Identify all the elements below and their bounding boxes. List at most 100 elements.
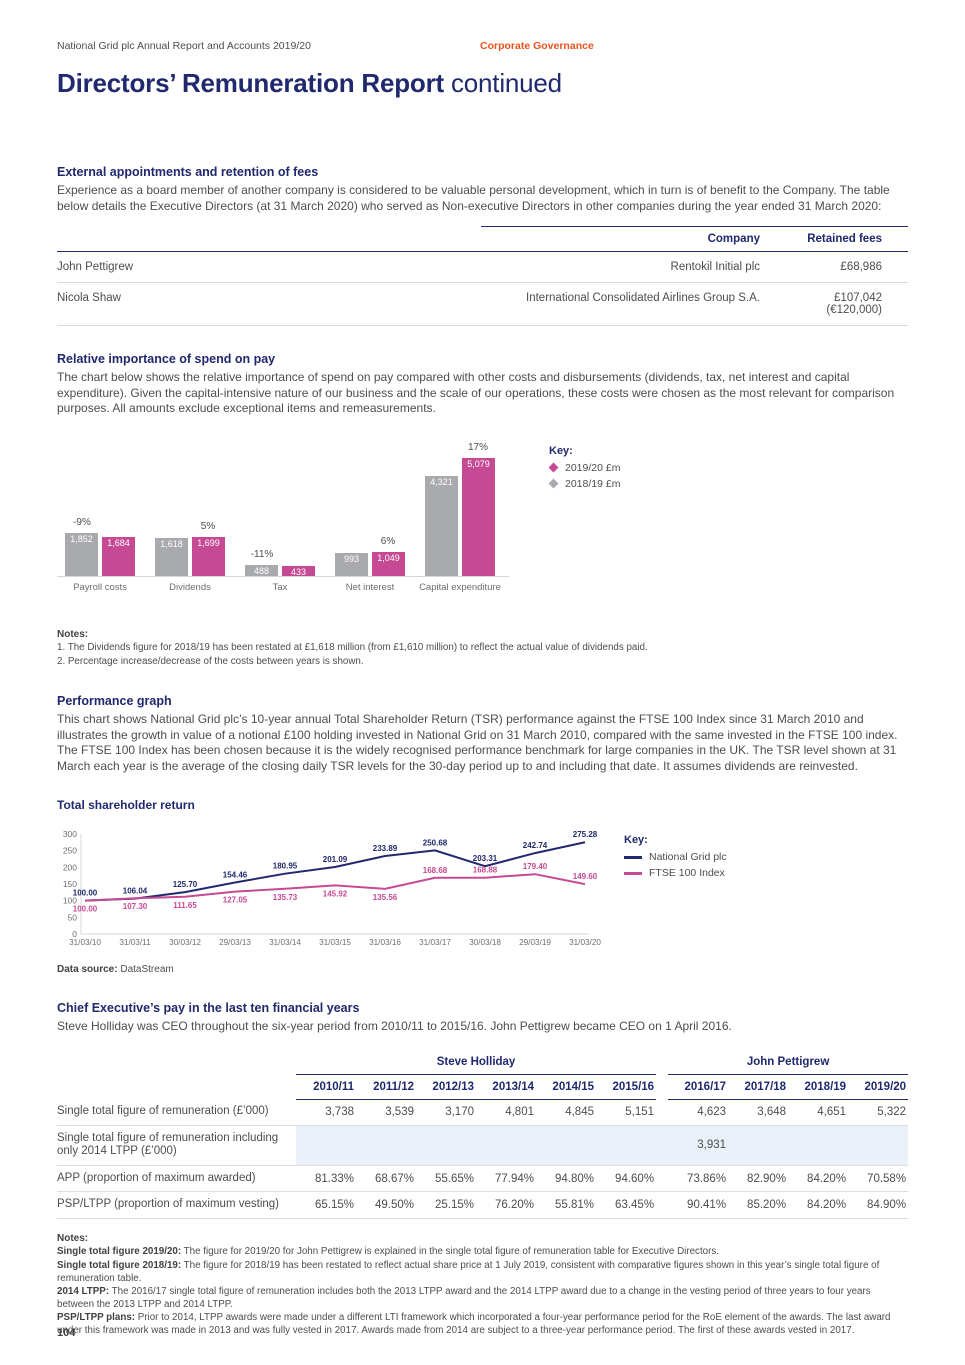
page-header: National Grid plc Annual Report and Acco… (57, 40, 908, 54)
bar-value-label: 1,684 (107, 537, 130, 548)
group-gap (656, 1051, 668, 1075)
section-heading: Chief Executive’s pay in the last ten fi… (57, 1001, 360, 1016)
bar-2019-20: 5,079 (462, 457, 495, 576)
group-gap (656, 1074, 668, 1099)
notes-heading: Notes: (57, 1232, 89, 1244)
key-label: FTSE 100 Index (649, 867, 725, 880)
x-tick-label: 31/03/17 (419, 938, 451, 947)
point-value-label: 233.89 (373, 844, 398, 853)
year-header: 2012/13 (416, 1074, 476, 1100)
page-number: 104 (57, 1327, 76, 1339)
page-title-bold: Directors’ Remuneration Report (57, 68, 444, 98)
section-tab-label: Corporate Governance (480, 40, 594, 52)
key-title: Key: (549, 444, 573, 457)
note: 2. Percentage increase/decrease of the c… (57, 655, 364, 667)
pct-change-label: 17% (467, 441, 489, 453)
point-value-label: 127.05 (223, 896, 248, 905)
section-external-appointments: External appointments and retention of f… (57, 165, 908, 326)
y-tick-label: 300 (63, 829, 77, 839)
x-tick-label: 29/03/13 (219, 938, 251, 947)
retained-fees-value: £107,042 (€120,000) (760, 282, 908, 326)
value-cell: 70.58% (848, 1165, 909, 1193)
point-value-label: 203.31 (473, 855, 498, 864)
table-row: Single total figure of remuneration (£’0… (57, 1099, 909, 1126)
y-tick-label: 50 (68, 913, 78, 923)
value-cell: 4,801 (476, 1099, 536, 1126)
bar-group: 17% 4,321 5,079 Capital expenditure (419, 442, 501, 593)
category-label: Net interest (345, 581, 395, 593)
note-text: Prior to 2014, LTPP awards were made und… (57, 1312, 891, 1336)
pct-change-label: -9% (73, 516, 91, 528)
table-header-row: Company Retained fees (57, 226, 908, 252)
column-header-company: Company (481, 226, 760, 252)
bar-group: 5% 1,618 1,699 Dividends (155, 458, 225, 593)
value-cell: 55.65% (416, 1165, 476, 1193)
table-row: John Pettigrew Rentokil Initial plc £68,… (57, 251, 908, 283)
x-tick-label: 31/03/14 (269, 938, 301, 947)
point-value-label: 242.74 (523, 841, 548, 850)
group-gap (656, 1099, 669, 1126)
bar-2018-19: 1,618 (155, 537, 188, 576)
point-value-label: 250.68 (423, 839, 448, 848)
point-value-label: 145.92 (323, 890, 348, 899)
pct-change-label: -11% (250, 548, 274, 560)
y-tick-label: 0 (72, 929, 77, 939)
year-header: 2016/17 (668, 1074, 729, 1100)
spend-chart-notes: Notes: 1. The Dividends figure for 2018/… (57, 629, 908, 669)
point-value-label: 135.73 (273, 893, 298, 902)
value-cell: 4,623 (668, 1099, 729, 1126)
value-cell: 84.20% (788, 1191, 849, 1219)
empty-cell (57, 1051, 296, 1075)
value-cell (296, 1125, 356, 1166)
value-cell: 3,539 (356, 1099, 416, 1126)
value-cell: 84.90% (848, 1191, 909, 1219)
page-title-continued: continued (450, 68, 562, 98)
bar-2019-20: 1,049 (372, 551, 405, 576)
bar-2018-19: 993 (335, 552, 368, 576)
section-body: The chart below shows the relative impor… (57, 370, 895, 415)
bar-2019-20: 1,684 (102, 536, 135, 576)
value-cell (728, 1125, 789, 1166)
value-cell (356, 1125, 416, 1166)
section-spend-on-pay: Relative importance of spend on pay The … (57, 352, 908, 668)
bar-chart-plot-area: -9% 1,852 1,684 Payroll costs 5% 1,618 1,699 Di… (57, 437, 509, 593)
point-value-label: 275.28 (573, 831, 598, 840)
x-tick-label: 30/03/12 (169, 938, 201, 947)
point-value-label: 111.65 (173, 901, 197, 910)
point-value-label: 154.46 (223, 871, 248, 880)
x-tick-label: 31/03/11 (119, 938, 151, 947)
notes-list: Single total figure 2019/20: The figure … (57, 1246, 908, 1337)
bar-group: -11% 488 433 Tax (245, 458, 315, 593)
point-value-label: 107.30 (123, 903, 148, 912)
note: 2014 LTPP: The 2016/17 single total figu… (57, 1286, 908, 1311)
value-cell: 25.15% (416, 1191, 476, 1219)
value-cell (476, 1125, 536, 1166)
empty-header-cell (57, 226, 481, 252)
year-header: 2019/20 (848, 1074, 909, 1100)
y-tick-label: 250 (63, 846, 77, 856)
notes-list: 1. The Dividends figure for 2018/19 has … (57, 642, 908, 668)
note: PSP/LTPP plans: Prior to 2014, LTPP awar… (57, 1312, 908, 1337)
value-cell: 5,151 (596, 1099, 657, 1126)
bar-chart-key: Key: 2019/20 £m 2018/19 £m (548, 444, 620, 490)
row-label: Single total figure of remuneration incl… (57, 1125, 296, 1166)
x-tick-label: 30/03/18 (469, 938, 501, 947)
empty-cell (57, 1074, 296, 1099)
value-cell (596, 1125, 657, 1166)
point-value-label: 168.68 (423, 866, 448, 875)
year-header: 2013/14 (476, 1074, 536, 1100)
year-header: 2014/15 (536, 1074, 596, 1100)
point-value-label: 106.04 (123, 887, 148, 896)
notes-heading: Notes: (57, 628, 89, 640)
spend-bar-chart: -9% 1,852 1,684 Payroll costs 5% 1,618 1,699 Di… (57, 437, 908, 615)
value-cell: 84.20% (788, 1165, 849, 1193)
value-cell: 49.50% (356, 1191, 416, 1219)
category-label: Payroll costs (73, 581, 127, 593)
table-row: Nicola Shaw International Consolidated A… (57, 282, 908, 326)
value-cell (536, 1125, 596, 1166)
point-value-label: 201.09 (323, 855, 348, 864)
row-label: PSP/LTPP (proportion of maximum vesting) (57, 1191, 296, 1219)
group-header-steve-holliday: Steve Holliday (296, 1050, 657, 1075)
year-header: 2010/11 (296, 1074, 356, 1100)
note-label: Single total figure 2019/20: (57, 1246, 182, 1258)
